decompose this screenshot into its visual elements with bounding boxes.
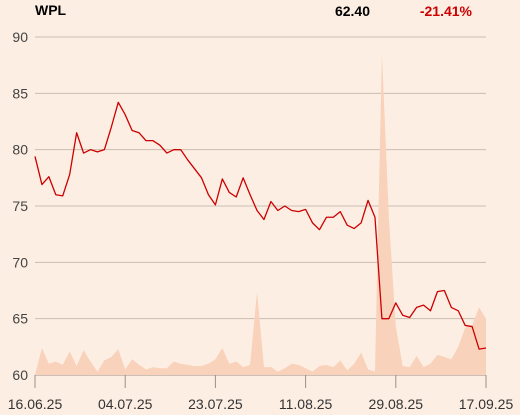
price-change-percent: -21.41% — [419, 3, 472, 19]
y-tick-label: 70 — [12, 254, 28, 270]
y-tick-label: 60 — [12, 367, 28, 383]
price-line-layer — [34, 101, 487, 350]
x-tick-label: 11.08.25 — [279, 396, 333, 412]
y-tick-label: 65 — [12, 311, 28, 327]
grid-lines — [35, 36, 486, 376]
volume-area-layer — [35, 52, 486, 376]
x-tick-label: 29.08.25 — [369, 396, 424, 412]
y-tick-label: 80 — [12, 142, 28, 158]
y-tick-label: 85 — [12, 85, 28, 101]
price-line — [34, 101, 487, 350]
y-axis-ticks: 90 85 80 75 70 65 60 — [12, 29, 28, 383]
volume-area — [35, 52, 486, 376]
x-axis-ticks: 16.06.25 04.07.25 23.07.25 11.08.25 29.08.25… — [8, 375, 514, 412]
quote-header: WPL 62.40 -21.41% — [0, 0, 520, 22]
last-price: 62.40 — [334, 3, 370, 19]
ticker-symbol: WPL — [35, 2, 67, 18]
x-tick-label: 23.07.25 — [188, 396, 243, 412]
y-tick-label: 90 — [12, 29, 28, 45]
x-tick-label: 16.06.25 — [8, 396, 63, 412]
x-tick-label: 04.07.25 — [98, 396, 153, 412]
y-tick-label: 75 — [12, 198, 28, 214]
x-tick-label: 17.09.25 — [459, 396, 514, 412]
